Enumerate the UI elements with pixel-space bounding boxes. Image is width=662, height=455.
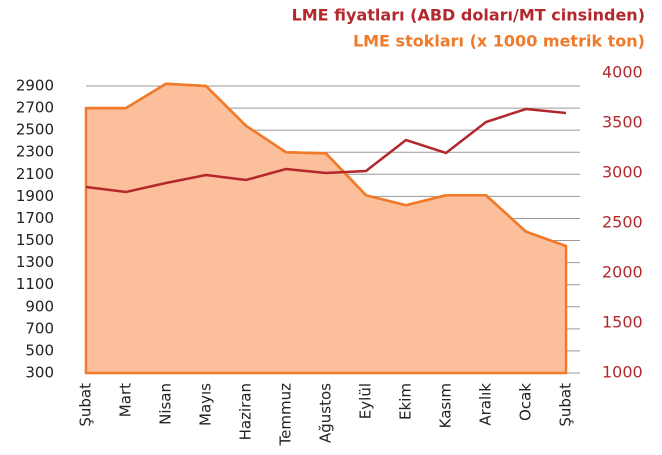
y2-tick-label: 3500 — [602, 113, 643, 132]
y-tick-label: 500 — [25, 341, 54, 359]
y-tick-label: 700 — [25, 319, 54, 337]
series-line — [85, 107, 567, 194]
y-tick-label: 1500 — [16, 231, 54, 249]
x-tick-label: Nisan — [157, 383, 175, 425]
x-tick-label: Ekim — [397, 383, 415, 420]
x-tick-label: Şubat — [77, 383, 95, 427]
y-tick-label: 2700 — [16, 99, 54, 117]
x-tick-label: Ağustos — [317, 383, 335, 443]
y-tick-label: 2300 — [16, 143, 54, 161]
y-tick-label: 1300 — [16, 253, 54, 271]
x-tick-label: Ocak — [517, 383, 535, 421]
area-fill — [84, 82, 568, 375]
x-tick-label: Haziran — [237, 383, 255, 440]
x-tick-label: Şubat — [557, 383, 575, 427]
x-tick-label: Mart — [117, 383, 135, 417]
y-tick-label: 2900 — [16, 77, 54, 95]
y-tick-label: 2100 — [16, 165, 54, 183]
x-tick-label: Temmuz — [277, 383, 295, 447]
x-tick-label: Aralık — [477, 383, 495, 426]
y2-tick-label: 2500 — [602, 213, 643, 232]
y-tick-label: 2500 — [16, 121, 54, 139]
y-tick-label: 1700 — [16, 209, 54, 227]
y-tick-label: 900 — [25, 297, 54, 315]
y2-tick-label: 1500 — [602, 313, 643, 332]
series-line — [86, 82, 567, 248]
x-tick-label: Mayıs — [197, 383, 215, 426]
y-tick-label: 300 — [25, 364, 54, 382]
y-tick-label: 1100 — [16, 275, 54, 293]
x-tick-label: Eylül — [357, 383, 375, 419]
y2-tick-label: 1000 — [602, 363, 643, 382]
y-tick-label: 1900 — [16, 187, 54, 205]
y2-tick-label: 3000 — [602, 163, 643, 182]
y2-tick-label: 4000 — [602, 63, 643, 82]
y2-tick-label: 2000 — [602, 263, 643, 282]
legend-entry: LME fiyatları (ABD doları/MT cinsinden) — [292, 6, 645, 25]
legend-entry: LME stokları (x 1000 metrik ton) — [353, 32, 645, 51]
x-tick-label: Kasım — [437, 383, 455, 428]
